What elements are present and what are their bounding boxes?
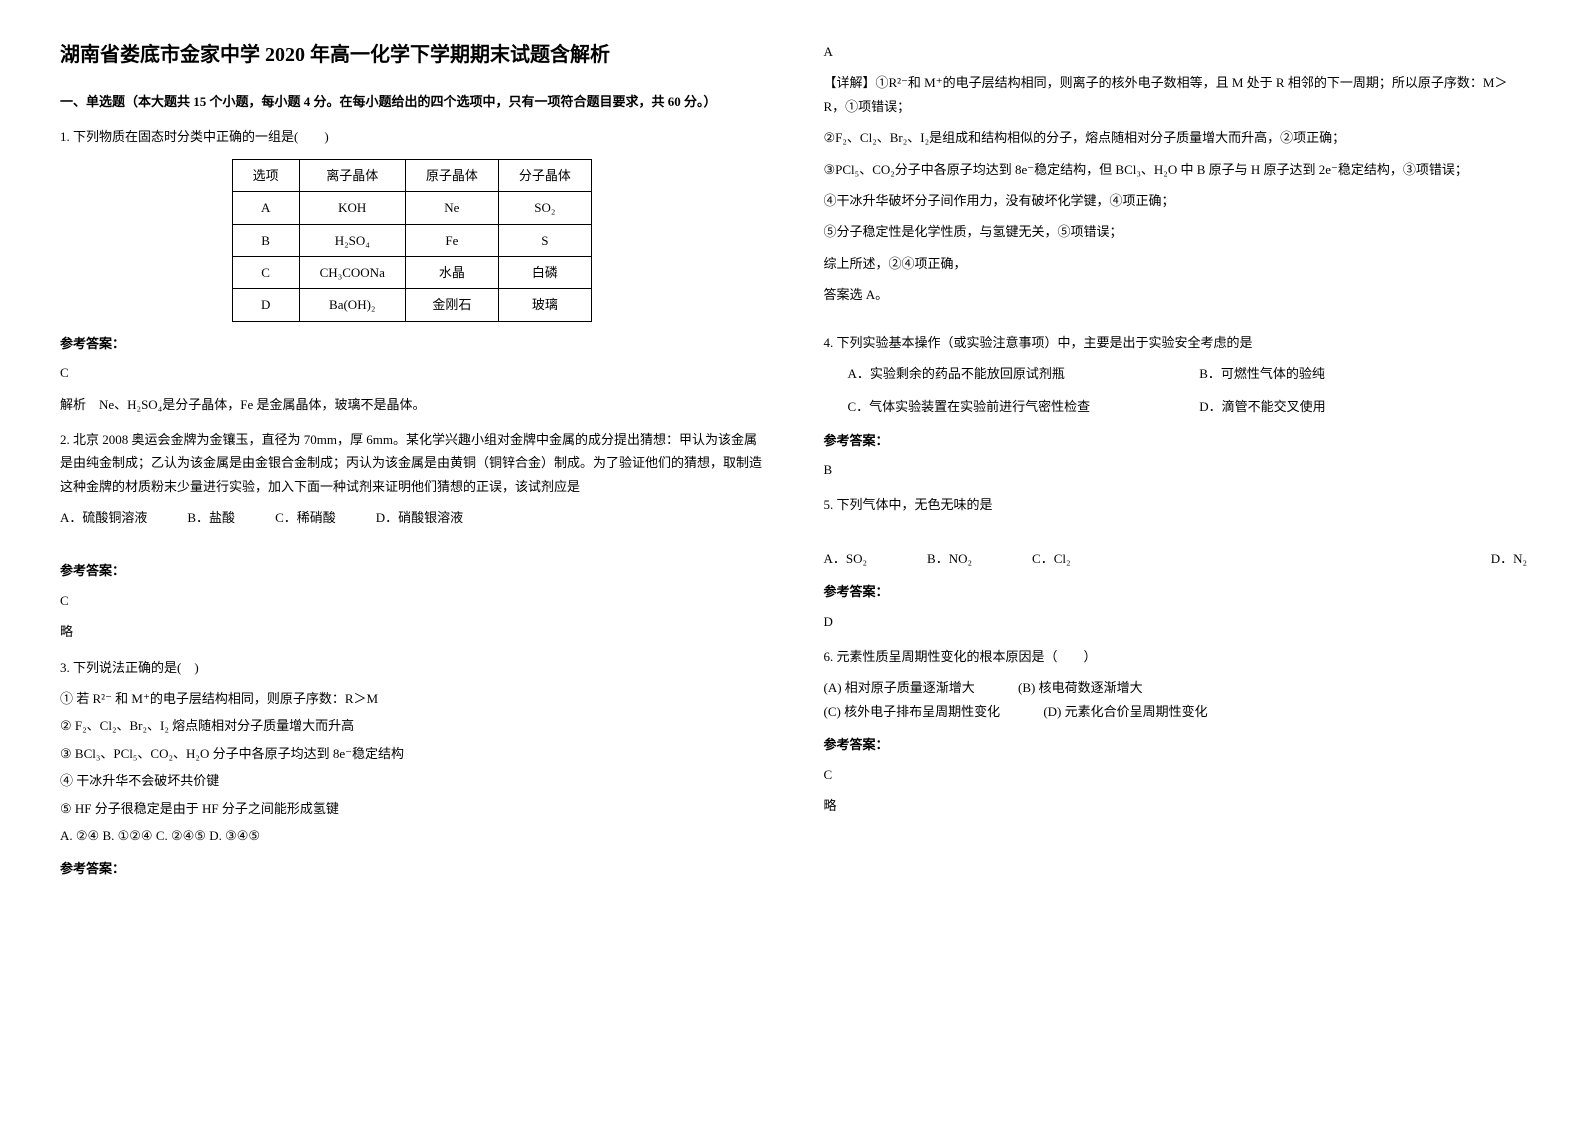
section-header: 一、单选题（本大题共 15 个小题，每小题 4 分。在每小题给出的四个选项中，只… (60, 90, 764, 113)
q3-detail-5: ⑤分子稳定性是化学性质，与氢键无关，⑤项错误； (824, 220, 1528, 243)
q6-options-row2: (C) 核外电子排布呈周期性变化 (D) 元素化合价呈周期性变化 (824, 700, 1528, 723)
table-cell: Ne (405, 192, 498, 224)
option-a: A．SO₂ (824, 547, 868, 570)
table-cell: D (232, 289, 299, 321)
q6-answer: C (824, 763, 1528, 786)
q3-detail-4: ④干冰升华破坏分子间作用力，没有破坏化学键，④项正确； (824, 189, 1528, 212)
q1-table: 选项 离子晶体 原子晶体 分子晶体 A KOH Ne SO₂ B H₂SO₄ F… (232, 159, 592, 322)
table-cell: 玻璃 (498, 289, 591, 321)
left-column: 湖南省娄底市金家中学 2020 年高一化学下学期期末试题含解析 一、单选题（本大… (60, 40, 764, 887)
table-cell: KOH (299, 192, 405, 224)
option-c: C．稀硝酸 (275, 506, 336, 529)
question-2: 2. 北京 2008 奥运会金牌为金镶玉，直径为 70mm，厚 6mm。某化学兴… (60, 428, 764, 498)
table-header: 选项 (232, 159, 299, 191)
table-cell: Fe (405, 224, 498, 256)
q5-answer: D (824, 610, 1528, 633)
option-a: A．硫酸铜溶液 (60, 506, 147, 529)
option-c: (C) 核外电子排布呈周期性变化 (824, 700, 1001, 723)
q3-stmt-1: ① 若 R²⁻ 和 M⁺的电子层结构相同，则原子序数：R＞M (60, 687, 764, 710)
table-header: 原子晶体 (405, 159, 498, 191)
answer-label: 参考答案： (824, 429, 1528, 452)
table-cell: Ba(OH)₂ (299, 289, 405, 321)
option-b: B．可燃性气体的验纯 (1175, 362, 1527, 385)
q2-note: 略 (60, 620, 764, 643)
q2-answer: C (60, 589, 764, 612)
table-cell: SO₂ (498, 192, 591, 224)
q3-stmt-3: ③ BCl₃、PCl₅、CO₂、H₂O 分子中各原子均达到 8e⁻稳定结构 (60, 742, 764, 765)
question-4: 4. 下列实验基本操作（或实验注意事项）中，主要是出于实验安全考虑的是 (824, 331, 1528, 354)
q1-explanation: 解析 Ne、H₂SO₄是分子晶体，Fe 是金属晶体，玻璃不是晶体。 (60, 393, 764, 416)
q4-answer: B (824, 458, 1528, 481)
question-3: 3. 下列说法正确的是( ) (60, 656, 764, 679)
answer-label: 参考答案： (824, 580, 1528, 603)
option-d: (D) 元素化合价呈周期性变化 (1043, 700, 1207, 723)
option-b: B．NO₂ (927, 547, 972, 570)
q4-options-row2: C．气体实验装置在实验前进行气密性检查 D．滴管不能交叉使用 (824, 395, 1528, 418)
q3-stmt-5: ⑤ HF 分子很稳定是由于 HF 分子之间能形成氢键 (60, 797, 764, 820)
option-a: (A) 相对原子质量逐渐增大 (824, 676, 975, 699)
q3-stmt-2: ② F₂、Cl₂、Br₂、I₂ 熔点随相对分子质量增大而升高 (60, 714, 764, 737)
option-b: (B) 核电荷数逐渐增大 (1018, 676, 1143, 699)
option-d: D．滴管不能交叉使用 (1175, 395, 1527, 418)
question-1: 1. 下列物质在固态时分类中正确的一组是( ) (60, 125, 764, 148)
q3-detail-6: 综上所述，②④项正确， (824, 252, 1528, 275)
table-cell: H₂SO₄ (299, 224, 405, 256)
q3-detail-2: ②F₂、Cl₂、Br₂、I₂是组成和结构相似的分子，熔点随相对分子质量增大而升高… (824, 126, 1528, 149)
option-a: A．实验剩余的药品不能放回原试剂瓶 (824, 362, 1176, 385)
q2-options: A．硫酸铜溶液 B．盐酸 C．稀硝酸 D．硝酸银溶液 (60, 506, 764, 529)
option-c: C．Cl₂ (1032, 547, 1071, 570)
answer-label: 参考答案： (60, 857, 764, 880)
table-cell: B (232, 224, 299, 256)
table-header: 离子晶体 (299, 159, 405, 191)
q3-detail-3: ③PCl₅、CO₂分子中各原子均达到 8e⁻稳定结构，但 BCl₃、H₂O 中 … (824, 158, 1528, 181)
q4-options-row1: A．实验剩余的药品不能放回原试剂瓶 B．可燃性气体的验纯 (824, 362, 1528, 385)
question-5: 5. 下列气体中，无色无味的是 (824, 493, 1528, 516)
q5-options: A．SO₂ B．NO₂ C．Cl₂ D．N₂ (824, 547, 1528, 570)
table-header: 分子晶体 (498, 159, 591, 191)
table-cell: 金刚石 (405, 289, 498, 321)
q3-detail-1: 【详解】①R²⁻和 M⁺的电子层结构相同，则离子的核外电子数相等，且 M 处于 … (824, 71, 1528, 118)
table-cell: S (498, 224, 591, 256)
option-b: B．盐酸 (187, 506, 235, 529)
right-column: A 【详解】①R²⁻和 M⁺的电子层结构相同，则离子的核外电子数相等，且 M 处… (824, 40, 1528, 887)
option-d: D．硝酸银溶液 (376, 506, 463, 529)
q3-answer: A (824, 40, 1528, 63)
table-cell: A (232, 192, 299, 224)
q3-detail-7: 答案选 A。 (824, 283, 1528, 306)
option-d: D．N₂ (1491, 547, 1527, 570)
table-cell: 水晶 (405, 256, 498, 288)
table-cell: 白磷 (498, 256, 591, 288)
table-cell: C (232, 256, 299, 288)
answer-label: 参考答案： (60, 559, 764, 582)
answer-label: 参考答案： (60, 332, 764, 355)
table-cell: CH₃COONa (299, 256, 405, 288)
answer-label: 参考答案： (824, 733, 1528, 756)
q6-options-row1: (A) 相对原子质量逐渐增大 (B) 核电荷数逐渐增大 (824, 676, 1528, 699)
q3-options: A. ②④ B. ①②④ C. ②④⑤ D. ③④⑤ (60, 824, 764, 847)
page-title: 湖南省娄底市金家中学 2020 年高一化学下学期期末试题含解析 (60, 40, 764, 70)
question-6: 6. 元素性质呈周期性变化的根本原因是（ ） (824, 645, 1528, 668)
q6-note: 略 (824, 794, 1528, 817)
q1-answer: C (60, 361, 764, 384)
option-c: C．气体实验装置在实验前进行气密性检查 (824, 395, 1176, 418)
q3-stmt-4: ④ 干冰升华不会破坏共价键 (60, 769, 764, 792)
